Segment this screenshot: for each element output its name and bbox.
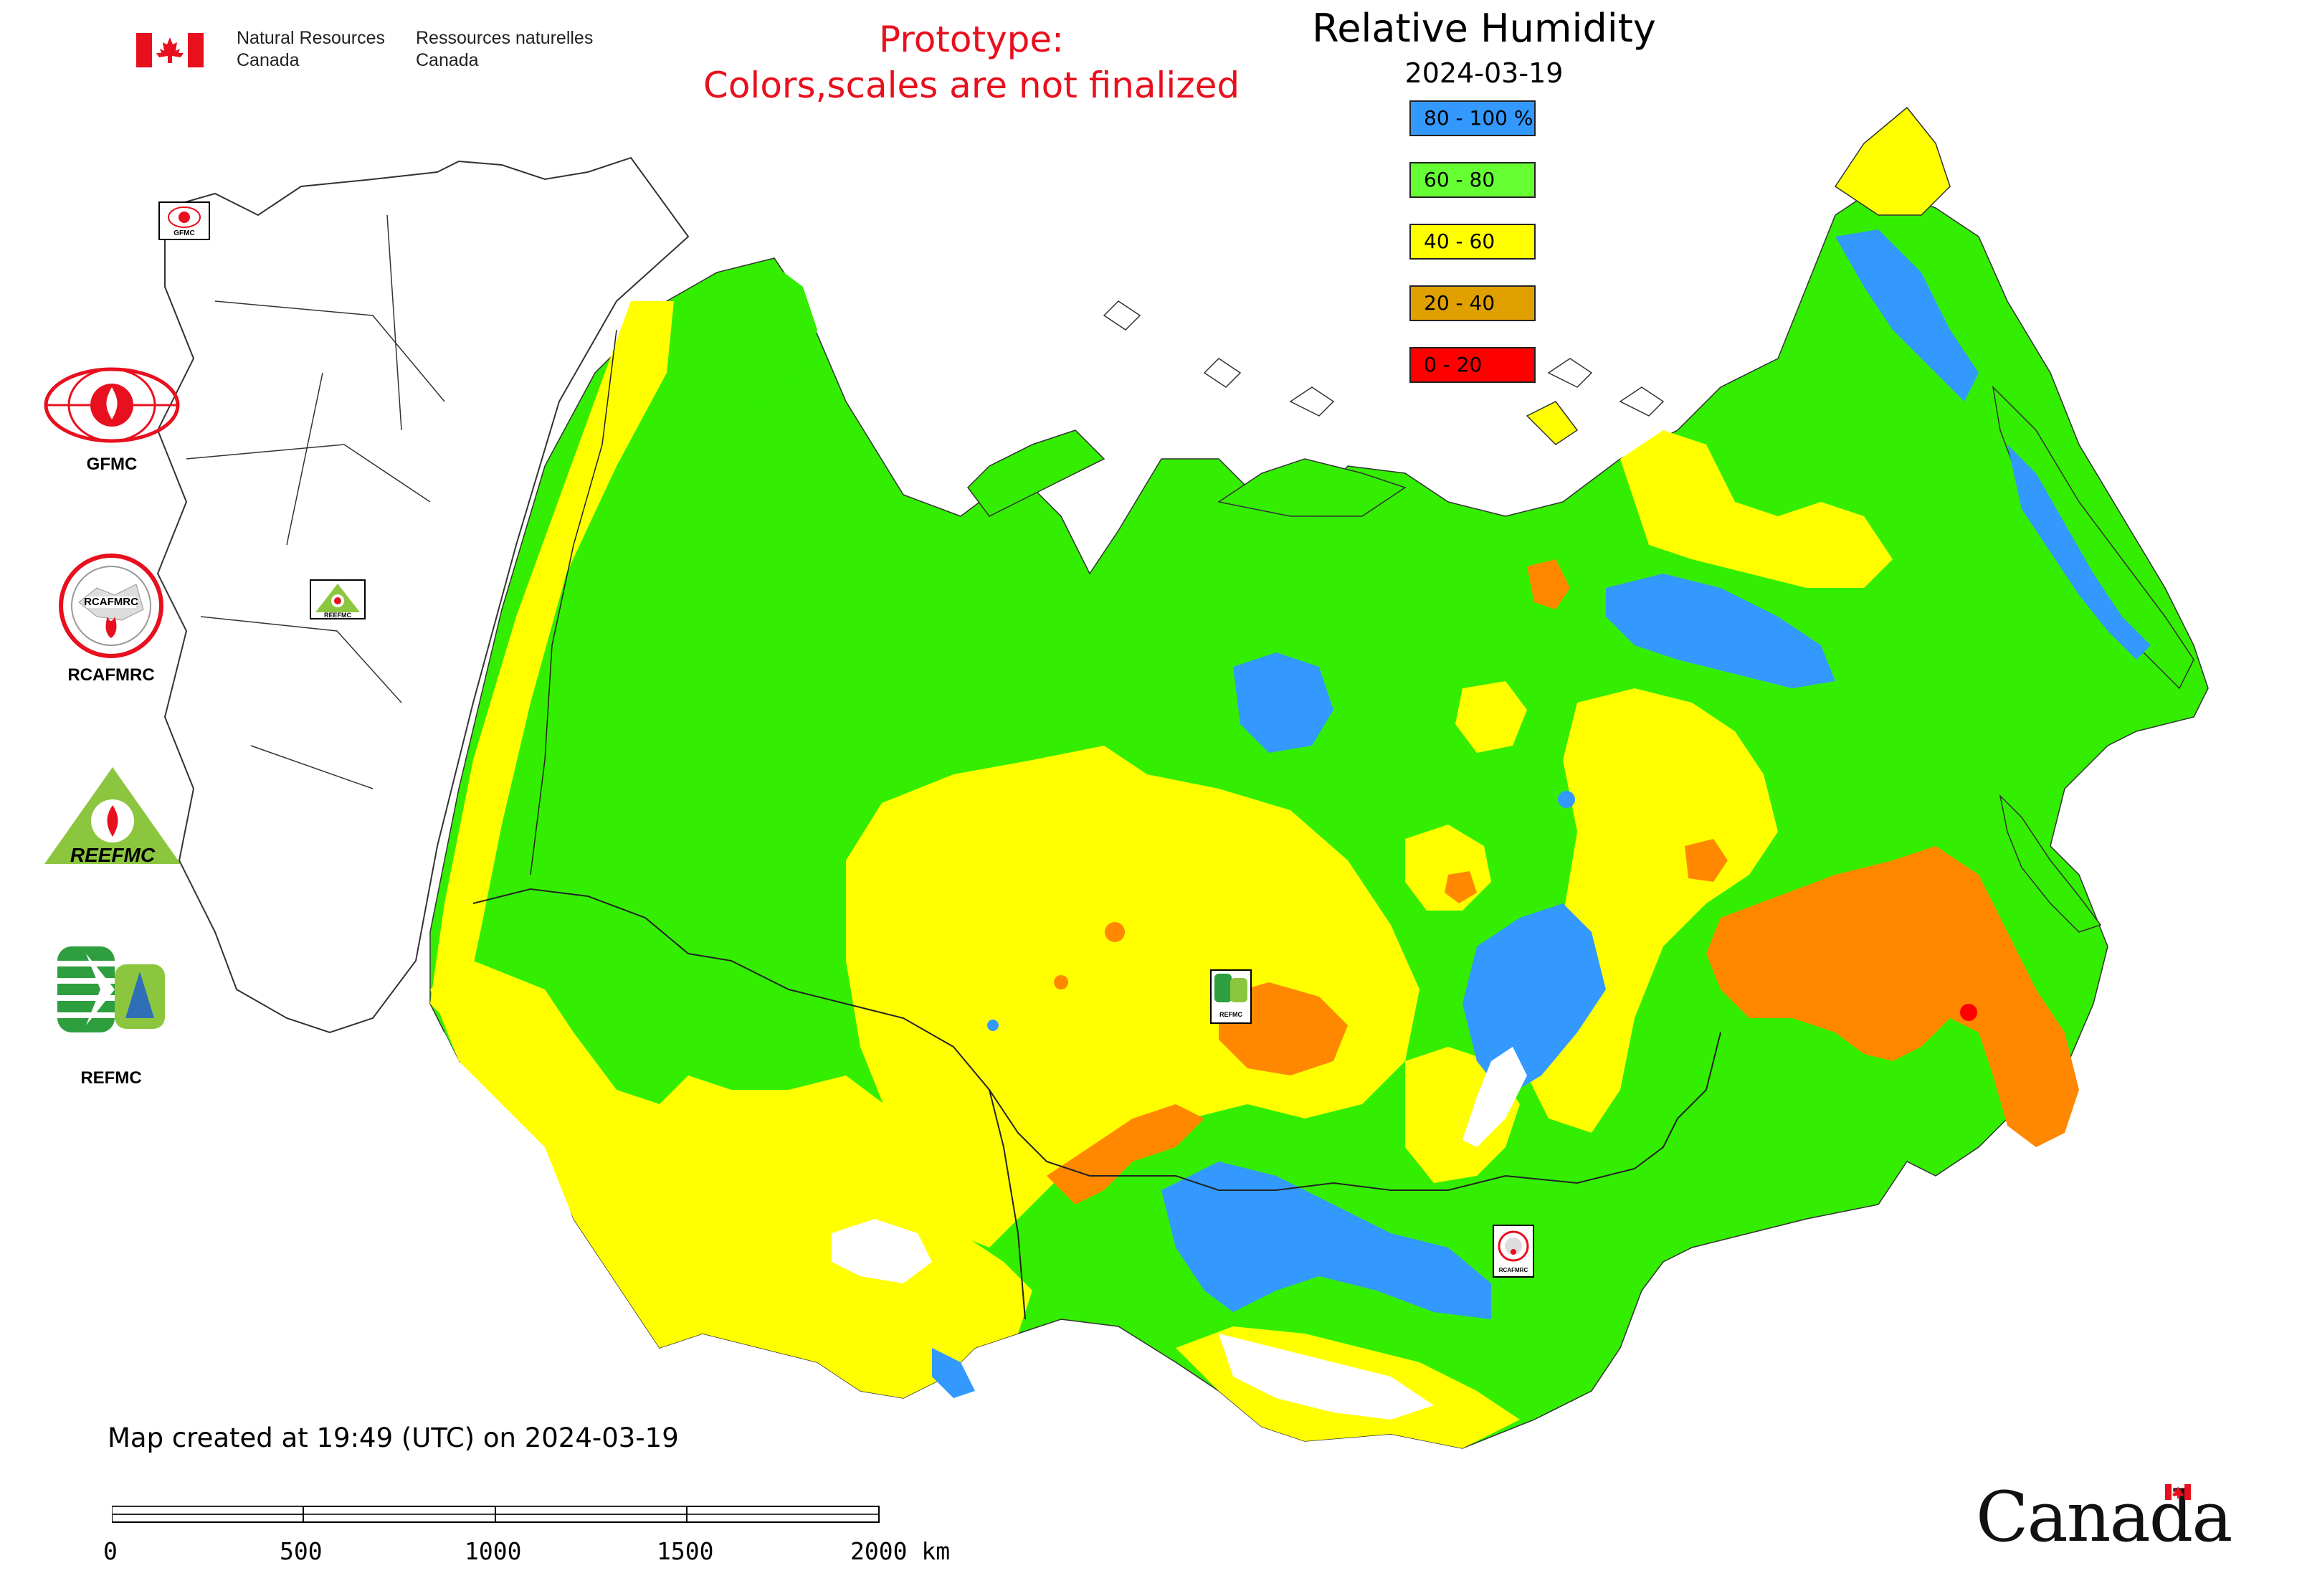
rcafmrc-logo-wordmark: RCAFMRC	[84, 596, 138, 608]
scale-bar: 0 500 1000 1500 2000 km	[100, 1496, 961, 1567]
zone-orange-far-east	[1706, 846, 2079, 1147]
zone-yellow-central	[846, 746, 1419, 1248]
europe-borders	[186, 214, 445, 789]
prototype-note: Colors,scales are not finalized	[703, 65, 1240, 106]
prototype-heading: Prototype:	[878, 19, 1065, 60]
legend-item-0-20: 0 - 20	[1409, 347, 1536, 383]
zone-white-kazakh	[832, 1219, 932, 1283]
map-created-note: Map created at 19:49 (UTC) on 2024-03-19	[108, 1422, 679, 1453]
arctic-islands	[1103, 300, 1665, 417]
europe-outline	[156, 156, 690, 1034]
refmc-logo-icon	[57, 946, 165, 1032]
legend-item-80-100: 80 - 100 %	[1409, 100, 1536, 136]
map-marker-rcafmrc-label: RCAFMRC	[1499, 1267, 1528, 1273]
map-marker-refmc: REFMC	[1210, 969, 1252, 1024]
zone-blue-northeast	[1606, 574, 1835, 688]
zone-white-mongolia	[1219, 1334, 1434, 1420]
nrcan-signature: Natural Resources Canada Ressources natu…	[136, 27, 602, 77]
zone-blue-sayan	[1161, 1162, 1491, 1319]
map-marker-reefmc-label: REEFMC	[324, 612, 352, 619]
land-green-nw	[674, 265, 817, 445]
rcafmrc-label: RCAFMRC	[67, 665, 155, 685]
zone-blue-chukotka	[1835, 229, 1979, 402]
map-marker-gfmc: GFMC	[158, 201, 210, 240]
zone-orange-west-spot	[1445, 871, 1477, 903]
zone-blue-small-west	[932, 1348, 975, 1398]
zone-white-baikal-lake	[1462, 1047, 1527, 1147]
border-line-kazakh	[989, 1089, 1026, 1320]
scale-label-1500: 1500	[657, 1537, 714, 1565]
rcafmrc-logo-icon	[59, 554, 163, 658]
reefmc-logo-icon: REEFMC	[44, 767, 181, 866]
zone-white-caspian	[427, 1032, 459, 1147]
scale-bar-graphic	[112, 1506, 880, 1523]
island-yellow-north	[1526, 401, 1579, 445]
zone-orange-east-spot	[1685, 839, 1728, 882]
map-marker-reefmc: REEFMC	[310, 579, 366, 619]
zone-red-spot	[1960, 1004, 1977, 1021]
legend-item-60-80: 60 - 80	[1409, 162, 1536, 198]
land-yellow-chukotka	[1834, 106, 1951, 216]
zone-yellow-spot2	[1455, 681, 1527, 753]
zone-orange-n-spot	[1527, 559, 1570, 609]
zone-blue-kamchatka	[2007, 445, 2151, 660]
zone-yellow-west-arc	[430, 301, 674, 1032]
canada-wordmark: Canada	[1976, 1477, 2232, 1557]
land-green-sakhalin	[1999, 794, 2102, 933]
zone-blue-central	[1233, 652, 1333, 753]
scale-label-2000: 2000 km	[850, 1537, 951, 1565]
zone-blue-spot	[987, 1020, 999, 1031]
map-marker-gfmc-label: GFMC	[173, 229, 194, 237]
zone-yellow-southwest	[430, 961, 1032, 1398]
gfmc-label: GFMC	[86, 455, 138, 474]
zone-orange-spot4	[1054, 975, 1068, 989]
zone-blue-lake	[1558, 791, 1575, 808]
map-date: 2024-03-19	[1404, 57, 1564, 89]
zone-blue-baikal	[1462, 903, 1606, 1097]
zone-orange-altai	[1047, 1104, 1204, 1205]
land-green-taymyr	[1217, 458, 1407, 517]
zone-yellow-northeast	[1620, 430, 1893, 588]
map-marker-refmc-label: REFMC	[1219, 1011, 1242, 1018]
refmc-label: REFMC	[80, 1068, 142, 1088]
gfmc-logo-icon	[44, 367, 180, 443]
map-marker-rcafmrc: RCAFMRC	[1493, 1225, 1534, 1278]
legend-item-20-40: 20 - 40	[1409, 285, 1536, 321]
border-line-west	[530, 329, 617, 875]
dept-name-en: Natural Resources Canada	[237, 28, 386, 70]
canada-flag-icon	[136, 33, 204, 67]
dept-name-fr: Ressources naturelles Canada	[416, 28, 594, 70]
canada-wordmark-text: Canada	[1976, 1477, 2232, 1557]
scale-label-500: 500	[280, 1537, 323, 1565]
reefmc-logo-wordmark: REEFMC	[70, 844, 156, 866]
rcafmrc-logo-text-layer: RCAFMRC	[84, 596, 138, 608]
scale-label-0: 0	[103, 1537, 118, 1565]
land-green-novaya-zemlya	[967, 429, 1105, 517]
scale-label-1000: 1000	[465, 1537, 522, 1565]
legend-item-40-60: 40 - 60	[1409, 224, 1536, 260]
map-title: Relative Humidity	[1312, 6, 1656, 51]
border-line-south	[472, 888, 1721, 1191]
canada-wordmark-flag-icon	[2165, 1484, 2191, 1500]
zone-orange-spot3	[1105, 922, 1125, 942]
